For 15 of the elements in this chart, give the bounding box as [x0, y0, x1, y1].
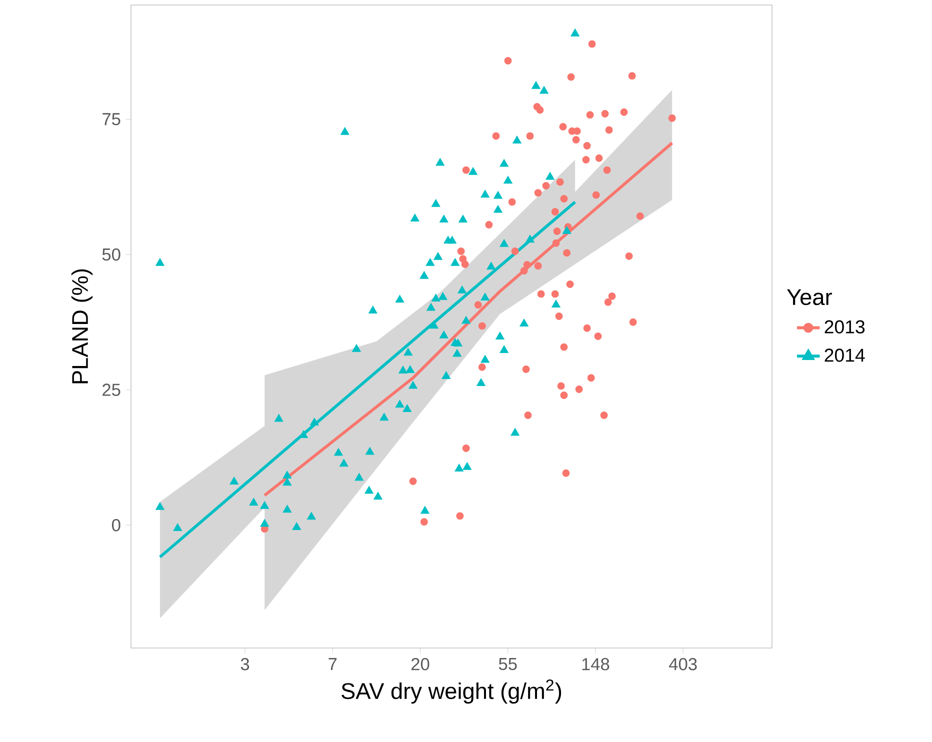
legend-label: 2014: [824, 348, 865, 362]
legend-title: Year: [787, 289, 832, 306]
y-tick-label: 0: [112, 518, 120, 532]
x-tick-label: 403: [669, 658, 697, 670]
legend-label: 2013: [824, 320, 865, 334]
x-tick-label: 20: [411, 658, 430, 670]
x-axis-title: SAV dry weight (g/m$^{2}$): [342, 679, 562, 704]
y-tick-label: 25: [102, 384, 120, 396]
y-axis-title: PLAND (%): [71, 269, 93, 384]
x-tick-label: 7: [328, 658, 337, 670]
x-tick-label: 55: [498, 658, 517, 670]
x-tick-label: 3: [240, 658, 250, 670]
y-tick-label: 50: [102, 248, 120, 261]
y-tick-label: 75: [102, 113, 120, 126]
x-tick-label: 148: [582, 658, 610, 670]
